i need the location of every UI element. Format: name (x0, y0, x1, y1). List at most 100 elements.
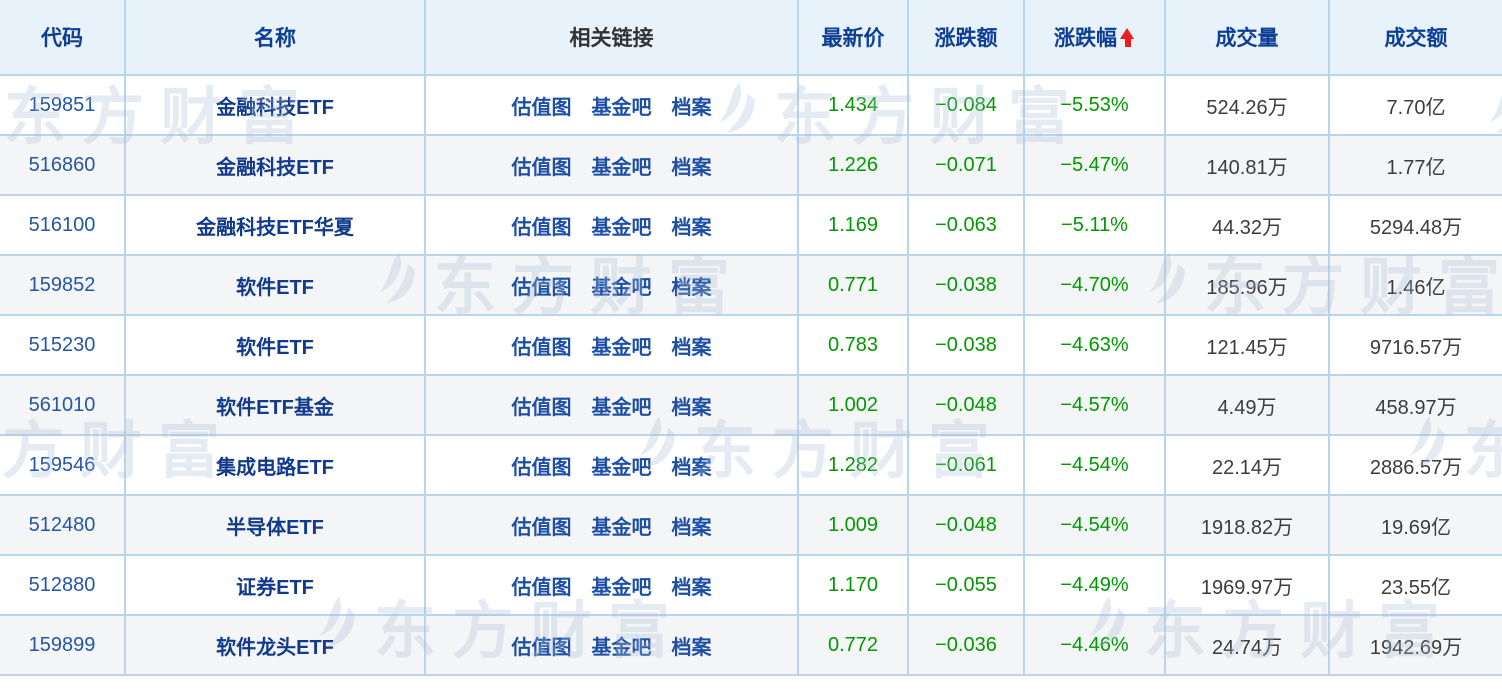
valuation-chart-link[interactable]: 估值图 (511, 96, 572, 119)
volume-cell: 185.96万 (1164, 254, 1330, 316)
valuation-chart-link[interactable]: 估值图 (511, 516, 572, 539)
volume: 4.49万 (1217, 396, 1277, 419)
fund-profile-link[interactable]: 档案 (671, 636, 712, 659)
fund-forum-link[interactable]: 基金吧 (591, 576, 652, 599)
turnover: 19.69亿 (1380, 516, 1452, 539)
col-header-pct[interactable]: 涨跌幅 (1023, 0, 1166, 76)
change-percent-cell: −4.49% (1023, 554, 1166, 616)
fund-forum-link[interactable]: 基金吧 (591, 156, 652, 179)
fund-profile-link[interactable]: 档案 (671, 96, 712, 119)
latest-price: 1.226 (827, 153, 879, 176)
valuation-chart-link[interactable]: 估值图 (511, 336, 572, 359)
col-header-change-label: 涨跌额 (934, 27, 998, 50)
fund-forum-link[interactable]: 基金吧 (591, 96, 652, 119)
fund-profile-link[interactable]: 档案 (671, 456, 712, 479)
valuation-chart-link[interactable]: 估值图 (511, 276, 572, 299)
latest-price: 0.783 (827, 333, 879, 356)
turnover: 1.77亿 (1386, 156, 1446, 179)
fund-forum-link[interactable]: 基金吧 (591, 336, 652, 359)
turnover: 1942.69万 (1369, 636, 1463, 659)
fund-code-link[interactable]: 512480 (28, 513, 96, 536)
change-amount: −0.038 (935, 333, 997, 356)
change-amount-cell: −0.048 (907, 494, 1025, 556)
fund-name-link[interactable]: 软件ETF (236, 276, 314, 299)
col-header-change[interactable]: 涨跌额 (907, 0, 1025, 76)
fund-name-link[interactable]: 软件ETF (236, 336, 314, 359)
volume: 140.81万 (1206, 156, 1288, 179)
fund-forum-link[interactable]: 基金吧 (591, 396, 652, 419)
valuation-chart-link[interactable]: 估值图 (511, 216, 572, 239)
fund-profile-link[interactable]: 档案 (671, 336, 712, 359)
related-links: 估值图 基金吧 档案 (512, 91, 712, 120)
fund-profile-link[interactable]: 档案 (671, 516, 712, 539)
fund-name-link-cell: 金融科技ETF华夏 (124, 194, 426, 256)
related-links: 估值图 基金吧 档案 (512, 631, 712, 660)
col-header-links-label: 相关链接 (569, 27, 654, 50)
fund-name-link[interactable]: 软件ETF基金 (216, 396, 334, 419)
fund-code-link[interactable]: 159851 (28, 93, 96, 116)
fund-profile-link[interactable]: 档案 (671, 216, 712, 239)
valuation-chart-link[interactable]: 估值图 (511, 576, 572, 599)
change-percent: −4.49% (1060, 573, 1129, 596)
valuation-chart-link[interactable]: 估值图 (511, 156, 572, 179)
fund-name-link[interactable]: 金融科技ETF华夏 (196, 216, 354, 239)
latest-price-cell: 1.226 (797, 134, 909, 196)
change-amount: −0.063 (935, 213, 997, 236)
fund-name-link[interactable]: 软件龙头ETF (216, 636, 334, 659)
turnover: 9716.57万 (1369, 336, 1463, 359)
related-links-cell: 估值图 基金吧 档案 (424, 194, 799, 256)
fund-forum-link[interactable]: 基金吧 (591, 276, 652, 299)
fund-profile-link[interactable]: 档案 (671, 576, 712, 599)
col-header-name[interactable]: 名称 (124, 0, 426, 76)
fund-code-link[interactable]: 159546 (28, 453, 96, 476)
valuation-chart-link[interactable]: 估值图 (511, 456, 572, 479)
fund-name-link[interactable]: 半导体ETF (226, 516, 324, 539)
fund-code-link[interactable]: 516100 (28, 213, 96, 236)
col-header-code[interactable]: 代码 (0, 0, 126, 76)
change-percent-cell: −4.46% (1023, 614, 1166, 676)
valuation-chart-link[interactable]: 估值图 (511, 636, 572, 659)
fund-code-link[interactable]: 159852 (28, 273, 96, 296)
change-amount-cell: −0.055 (907, 554, 1025, 616)
change-amount-cell: −0.038 (907, 314, 1025, 376)
latest-price: 1.002 (827, 393, 879, 416)
fund-code-link[interactable]: 512880 (28, 573, 96, 596)
fund-forum-link[interactable]: 基金吧 (591, 516, 652, 539)
latest-price-cell: 1.434 (797, 74, 909, 136)
fund-name-link[interactable]: 金融科技ETF (216, 96, 334, 119)
fund-code-link[interactable]: 516860 (28, 153, 96, 176)
latest-price-cell: 1.002 (797, 374, 909, 436)
fund-name-link[interactable]: 集成电路ETF (216, 456, 334, 479)
turnover-cell: 2886.57万 (1328, 434, 1502, 496)
fund-forum-link[interactable]: 基金吧 (591, 216, 652, 239)
fund-name-link-cell: 证券ETF (124, 554, 426, 616)
change-amount: −0.084 (935, 93, 997, 116)
turnover: 5294.48万 (1369, 216, 1463, 239)
volume: 44.32万 (1211, 216, 1283, 239)
fund-code-link[interactable]: 159899 (28, 633, 96, 656)
fund-name-link[interactable]: 金融科技ETF (216, 156, 334, 179)
change-percent: −5.11% (1061, 213, 1128, 236)
change-percent-cell: −4.70% (1023, 254, 1166, 316)
latest-price-cell: 0.783 (797, 314, 909, 376)
fund-profile-link[interactable]: 档案 (671, 156, 712, 179)
fund-forum-link[interactable]: 基金吧 (591, 636, 652, 659)
fund-forum-link[interactable]: 基金吧 (591, 456, 652, 479)
fund-name-link[interactable]: 证券ETF (236, 576, 314, 599)
volume-cell: 44.32万 (1164, 194, 1330, 256)
fund-profile-link[interactable]: 档案 (671, 276, 712, 299)
col-header-volume[interactable]: 成交量 (1164, 0, 1330, 76)
fund-profile-link[interactable]: 档案 (671, 396, 712, 419)
fund-code-link[interactable]: 515230 (28, 333, 96, 356)
fund-code-link-cell: 512880 (0, 554, 126, 616)
col-header-price[interactable]: 最新价 (797, 0, 909, 76)
col-header-amount[interactable]: 成交额 (1328, 0, 1502, 76)
turnover-cell: 458.97万 (1328, 374, 1502, 436)
fund-name-link-cell: 软件ETF (124, 314, 426, 376)
change-amount: −0.071 (935, 153, 997, 176)
change-percent-cell: −4.63% (1023, 314, 1166, 376)
fund-code-link[interactable]: 561010 (28, 393, 96, 416)
valuation-chart-link[interactable]: 估值图 (511, 396, 572, 419)
related-links-cell: 估值图 基金吧 档案 (424, 614, 799, 676)
change-amount: −0.055 (935, 573, 997, 596)
